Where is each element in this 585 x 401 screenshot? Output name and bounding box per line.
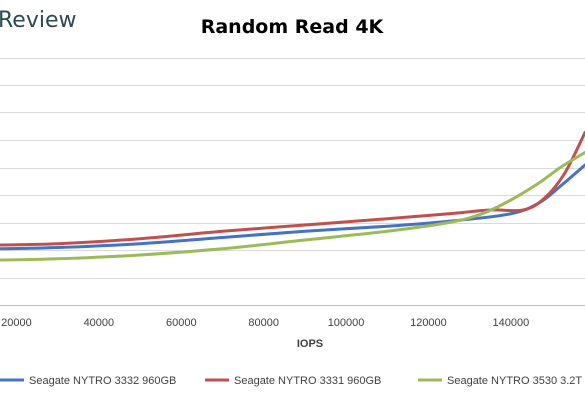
- legend-label: Seagate NYTRO 3530 3.2T: [447, 375, 582, 387]
- x-tick-label: 100000: [328, 317, 365, 329]
- x-axis-title: IOPS: [297, 338, 323, 350]
- legend: Seagate NYTRO 3332 960GB Seagate NYTRO 33…: [0, 375, 582, 387]
- x-tick-label: 80000: [248, 317, 279, 329]
- legend-item: Seagate NYTRO 3530 3.2T: [418, 375, 582, 387]
- chart-title: Random Read 4K: [201, 16, 385, 38]
- brand-logo-text: Review: [0, 8, 77, 33]
- x-tick-label: 120000: [410, 317, 447, 329]
- legend-item: Seagate NYTRO 3332 960GB: [0, 375, 176, 387]
- series-lines: [0, 131, 585, 262]
- x-axis-ticks: 200004000060000800001000001200001400001: [1, 317, 529, 329]
- legend-label: Seagate NYTRO 3332 960GB: [29, 375, 176, 387]
- x-tick-label: 60000: [166, 317, 197, 329]
- gridlines: [0, 58, 585, 306]
- series-line: [0, 131, 585, 247]
- series-line: [0, 151, 585, 262]
- x-tick-label: 20000: [1, 317, 32, 329]
- x-tick-label: 140000: [492, 317, 529, 329]
- legend-label: Seagate NYTRO 3331 960GB: [234, 375, 381, 387]
- legend-item: Seagate NYTRO 3331 960GB: [205, 375, 381, 387]
- x-tick-label: 40000: [84, 317, 115, 329]
